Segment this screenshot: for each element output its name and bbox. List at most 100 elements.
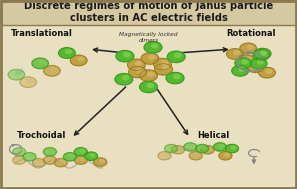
Circle shape [49,149,53,152]
Circle shape [135,61,142,65]
Circle shape [123,76,129,80]
Text: Magnetically locked
dimers: Magnetically locked dimers [119,32,178,43]
Circle shape [43,156,56,164]
Circle shape [207,147,212,150]
Circle shape [147,84,154,88]
Circle shape [32,159,45,167]
Circle shape [162,61,168,65]
FancyBboxPatch shape [1,0,296,25]
Circle shape [51,68,57,71]
Circle shape [74,148,87,156]
Circle shape [167,51,185,63]
Circle shape [38,160,43,163]
Circle shape [184,143,197,151]
Circle shape [246,57,252,61]
Circle shape [155,64,173,75]
Circle shape [219,144,224,147]
Circle shape [253,50,269,60]
Circle shape [69,154,74,157]
Circle shape [196,144,209,153]
Circle shape [225,144,238,153]
Circle shape [141,53,159,64]
Circle shape [231,146,236,149]
Circle shape [149,55,155,59]
Circle shape [20,77,37,88]
Circle shape [177,147,182,150]
Circle shape [154,58,171,70]
Circle shape [94,158,107,166]
Circle shape [66,50,72,53]
Circle shape [15,71,21,75]
Circle shape [32,58,48,69]
Circle shape [175,53,181,57]
Circle shape [39,60,45,64]
Circle shape [115,74,133,85]
Circle shape [170,146,175,149]
Circle shape [70,55,87,66]
Text: Translational: Translational [11,29,72,38]
Circle shape [214,143,227,151]
Circle shape [255,64,261,68]
Circle shape [242,60,248,64]
Circle shape [158,152,171,160]
Circle shape [235,58,252,68]
Circle shape [266,69,272,73]
Circle shape [239,68,245,71]
Circle shape [129,66,146,78]
Circle shape [29,154,33,157]
Circle shape [144,42,162,53]
Circle shape [165,144,178,153]
Circle shape [13,148,26,156]
Circle shape [171,146,184,154]
Circle shape [219,152,232,160]
Circle shape [140,70,157,81]
Circle shape [80,149,84,152]
Circle shape [44,66,60,76]
Text: Helical: Helical [198,131,230,140]
Circle shape [27,79,33,83]
Circle shape [99,160,104,163]
Circle shape [189,152,202,160]
Circle shape [259,67,275,78]
Circle shape [261,50,267,54]
Circle shape [166,72,184,84]
Circle shape [19,158,23,160]
Circle shape [247,45,253,49]
Circle shape [247,62,264,72]
Circle shape [225,153,229,156]
Circle shape [201,146,214,154]
Circle shape [90,154,95,157]
Circle shape [18,149,23,152]
Circle shape [54,159,67,167]
Circle shape [49,158,54,160]
Circle shape [164,153,168,156]
Circle shape [140,81,157,93]
Circle shape [116,50,134,62]
Circle shape [43,148,56,156]
Circle shape [137,69,143,73]
Circle shape [152,44,158,48]
Circle shape [148,72,154,76]
Circle shape [163,66,169,70]
Circle shape [74,156,87,164]
Circle shape [189,144,194,147]
Circle shape [84,152,97,160]
Circle shape [238,55,255,66]
Circle shape [227,49,243,59]
Circle shape [254,48,271,59]
Circle shape [8,69,25,80]
Circle shape [59,48,75,58]
FancyBboxPatch shape [1,25,296,187]
Circle shape [174,75,180,79]
Circle shape [78,57,84,61]
Text: Rotational: Rotational [226,29,276,38]
Circle shape [80,158,85,160]
Circle shape [232,66,249,76]
Circle shape [260,52,266,56]
Circle shape [64,153,77,161]
Circle shape [234,51,240,55]
Circle shape [240,43,257,54]
Circle shape [124,53,130,57]
Circle shape [201,146,206,149]
Circle shape [195,153,200,156]
